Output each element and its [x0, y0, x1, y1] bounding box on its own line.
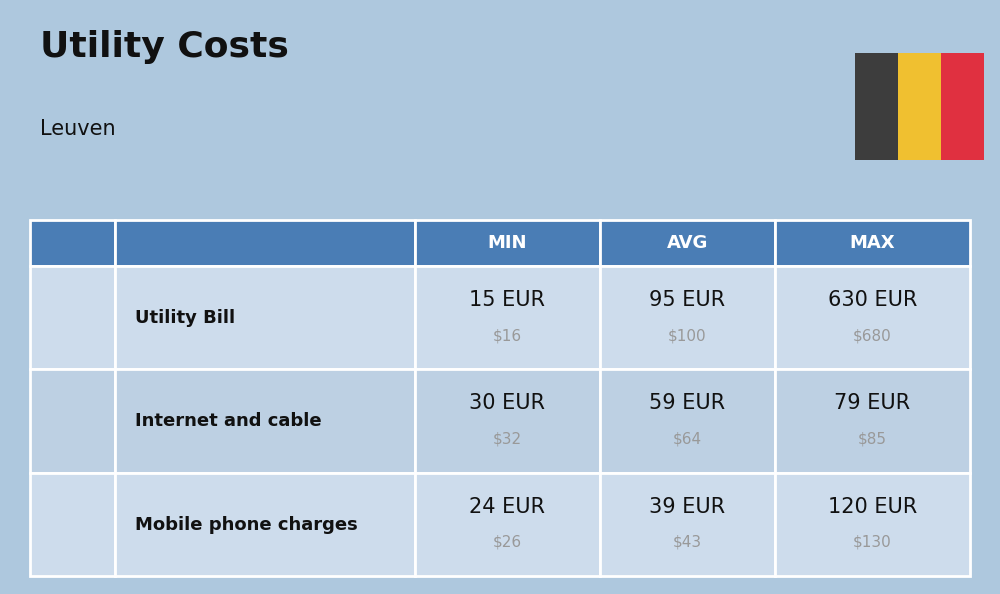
FancyBboxPatch shape — [775, 266, 970, 369]
Text: Utility Costs: Utility Costs — [40, 30, 289, 64]
Text: $64: $64 — [673, 431, 702, 447]
FancyBboxPatch shape — [30, 473, 115, 576]
FancyBboxPatch shape — [415, 220, 600, 266]
Text: Internet and cable: Internet and cable — [135, 412, 322, 430]
FancyBboxPatch shape — [775, 473, 970, 576]
FancyBboxPatch shape — [775, 220, 970, 266]
FancyBboxPatch shape — [30, 369, 115, 473]
FancyBboxPatch shape — [115, 369, 415, 473]
FancyBboxPatch shape — [30, 266, 115, 369]
FancyBboxPatch shape — [855, 53, 898, 160]
Text: Leuven: Leuven — [40, 119, 116, 139]
FancyBboxPatch shape — [415, 473, 600, 576]
Text: 630 EUR: 630 EUR — [828, 290, 917, 310]
FancyBboxPatch shape — [115, 266, 415, 369]
FancyBboxPatch shape — [600, 473, 775, 576]
FancyBboxPatch shape — [898, 53, 941, 160]
Text: 59 EUR: 59 EUR — [649, 393, 726, 413]
FancyBboxPatch shape — [941, 53, 984, 160]
Text: $26: $26 — [493, 535, 522, 550]
Text: 120 EUR: 120 EUR — [828, 497, 917, 517]
Text: 15 EUR: 15 EUR — [470, 290, 546, 310]
FancyBboxPatch shape — [415, 266, 600, 369]
FancyBboxPatch shape — [775, 369, 970, 473]
Text: $100: $100 — [668, 328, 707, 343]
Text: 24 EUR: 24 EUR — [470, 497, 546, 517]
Text: 95 EUR: 95 EUR — [649, 290, 726, 310]
Text: AVG: AVG — [667, 234, 708, 252]
Text: $680: $680 — [853, 328, 892, 343]
FancyBboxPatch shape — [115, 220, 415, 266]
Text: 79 EUR: 79 EUR — [834, 393, 911, 413]
Text: $32: $32 — [493, 431, 522, 447]
Text: $130: $130 — [853, 535, 892, 550]
Text: $16: $16 — [493, 328, 522, 343]
Text: MAX: MAX — [850, 234, 895, 252]
FancyBboxPatch shape — [415, 369, 600, 473]
FancyBboxPatch shape — [600, 369, 775, 473]
FancyBboxPatch shape — [30, 220, 115, 266]
Text: Mobile phone charges: Mobile phone charges — [135, 516, 358, 533]
Text: MIN: MIN — [488, 234, 527, 252]
Text: 30 EUR: 30 EUR — [470, 393, 546, 413]
Text: $85: $85 — [858, 431, 887, 447]
FancyBboxPatch shape — [600, 220, 775, 266]
Text: Utility Bill: Utility Bill — [135, 309, 235, 327]
FancyBboxPatch shape — [600, 266, 775, 369]
Text: $43: $43 — [673, 535, 702, 550]
FancyBboxPatch shape — [115, 473, 415, 576]
Text: 39 EUR: 39 EUR — [649, 497, 726, 517]
